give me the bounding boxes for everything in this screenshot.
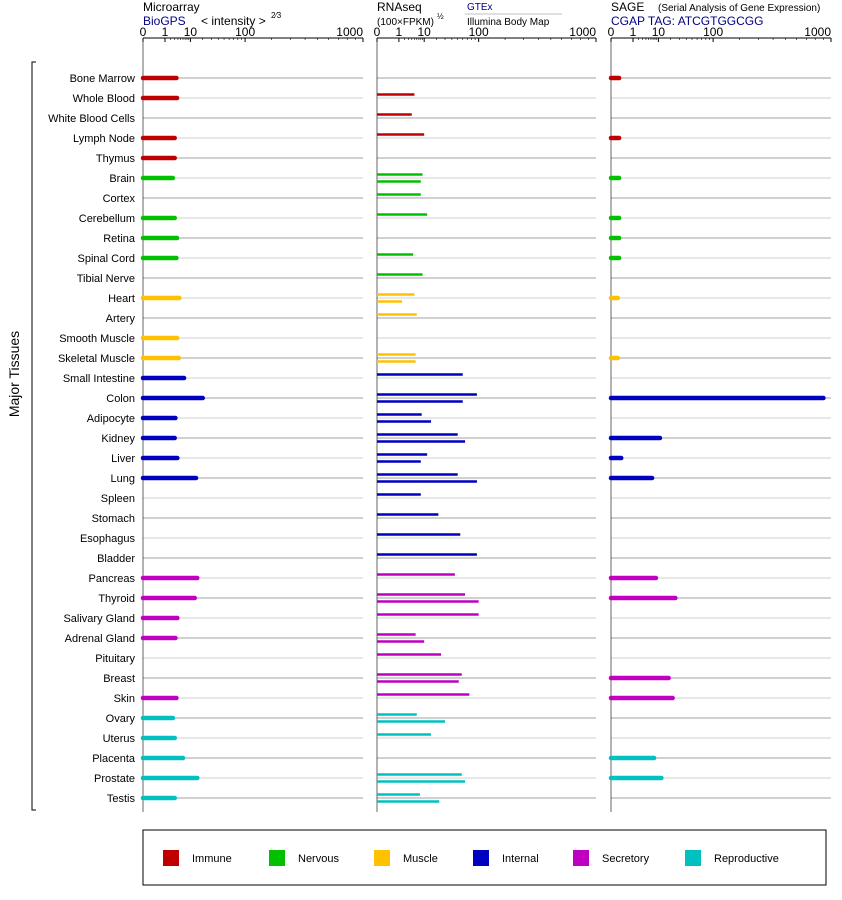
tissue-label-uterus: Uterus [103, 733, 136, 745]
microarray-title: Microarray [143, 0, 200, 14]
tissue-label-placenta: Placenta [92, 753, 136, 765]
legend-label-nervous: Nervous [298, 853, 339, 865]
legend-label-secretory: Secretory [602, 853, 650, 865]
cgap-tag-link[interactable]: CGAP TAG: ATCGTGGCGG [611, 14, 763, 28]
sage-title: SAGE [611, 0, 644, 14]
axes-layer: 0 1 10 100 1000 0 1 10 100 1000 0 1 10 100 1000 [140, 25, 832, 812]
tissue-label-stomach: Stomach [92, 513, 135, 525]
gtex-legend-label[interactable]: GTEx [467, 2, 493, 13]
tissue-label-cerebellum: Cerebellum [79, 213, 135, 225]
rnaseq-tick-label-100: 100 [469, 25, 489, 39]
microarray-tick-label-100: 100 [235, 25, 255, 39]
tissue-labels: Bone Marrow Whole Blood White Blood Cells L… [48, 73, 136, 805]
tissue-label-liver: Liver [111, 453, 135, 465]
fpkm-exponent: ½ [437, 12, 444, 21]
tissue-label-ovary: Ovary [106, 713, 136, 725]
legend-swatch-nervous [269, 850, 285, 866]
legend-swatch-secretory [573, 850, 589, 866]
sage-subtitle: (Serial Analysis of Gene Expression) [658, 3, 820, 14]
tissue-label-bladder: Bladder [97, 553, 135, 565]
tissue-label-prostate: Prostate [94, 773, 135, 785]
intensity-exponent: 2⁄3 [271, 11, 282, 20]
tissue-label-heart: Heart [108, 293, 135, 305]
sage-tick-label-0: 0 [608, 25, 615, 39]
group-legend: Immune Nervous Muscle Internal Secretory Repr… [142, 829, 827, 886]
tissue-label-pancreas: Pancreas [89, 573, 136, 585]
rnaseq-tick-label-0: 0 [374, 25, 381, 39]
biogps-link[interactable]: BioGPS [143, 14, 186, 28]
tissue-label-tibial-nerve: Tibial Nerve [77, 273, 135, 285]
microarray-tick-label-0: 0 [140, 25, 147, 39]
ibm-legend-label: Illumina Body Map [467, 17, 550, 28]
rnaseq-tick-label-1000: 1000 [569, 25, 596, 39]
tissue-label-testis: Testis [107, 793, 136, 805]
tissue-label-spleen: Spleen [101, 493, 135, 505]
legend-swatch-reproductive [685, 850, 701, 866]
legend-label-reproductive: Reproductive [714, 853, 779, 865]
tissue-label-cortex: Cortex [103, 193, 136, 205]
tissue-label-smooth-muscle: Smooth Muscle [59, 333, 135, 345]
sage-header: SAGE (Serial Analysis of Gene Expression… [611, 0, 820, 28]
tissue-label-thymus: Thymus [96, 153, 136, 165]
tissue-label-lymph-node: Lymph Node [73, 133, 135, 145]
rnaseq-header: RNAseq (100×FPKM) ½ GTEx Illumina Body M… [377, 0, 562, 28]
tissue-label-esophagus: Esophagus [80, 533, 136, 545]
tissue-label-adipocyte: Adipocyte [87, 413, 135, 425]
tissue-label-pituitary: Pituitary [95, 653, 135, 665]
tissue-label-thyroid: Thyroid [98, 593, 135, 605]
tissue-label-skin: Skin [114, 693, 135, 705]
tissue-bracket [31, 61, 36, 811]
tissue-label-brain: Brain [109, 173, 135, 185]
sage-tick-label-10: 10 [652, 25, 666, 39]
sage-tick-label-100: 100 [703, 25, 723, 39]
side-label: Major Tissues [6, 331, 22, 417]
bars-layer [140, 75, 826, 803]
fpkm-label: (100×FPKM) [377, 17, 434, 28]
tissue-label-breast: Breast [103, 673, 135, 685]
tissue-label-colon: Colon [106, 393, 135, 405]
sage-tick-label-1: 1 [630, 25, 637, 39]
tissue-label-adrenal-gland: Adrenal Gland [65, 633, 135, 645]
rnaseq-tick-label-1: 1 [396, 25, 403, 39]
tissue-label-lung: Lung [111, 473, 135, 485]
grid-layer [143, 77, 831, 799]
tissue-label-bone-marrow: Bone Marrow [70, 73, 135, 85]
sage-tick-label-1000: 1000 [804, 25, 831, 39]
legend-label-immune: Immune [192, 853, 232, 865]
microarray-tick-label-1: 1 [162, 25, 169, 39]
legend-label-internal: Internal [502, 853, 539, 865]
rnaseq-tick-label-10: 10 [418, 25, 432, 39]
microarray-tick-label-10: 10 [184, 25, 198, 39]
intensity-label: < intensity > [201, 14, 266, 28]
legend-swatch-internal [473, 850, 489, 866]
legend-label-muscle: Muscle [403, 853, 438, 865]
tissue-label-white-blood-cells: White Blood Cells [48, 113, 135, 125]
tissue-label-salivary-gland: Salivary Gland [63, 613, 135, 625]
rnaseq-title: RNAseq [377, 0, 422, 14]
microarray-header: Microarray BioGPS < intensity > 2⁄3 [143, 0, 282, 28]
tissue-label-retina: Retina [103, 233, 136, 245]
legend-swatch-immune [163, 850, 179, 866]
tissue-label-artery: Artery [106, 313, 136, 325]
tissue-label-whole-blood: Whole Blood [73, 93, 135, 105]
tissue-label-skeletal-muscle: Skeletal Muscle [58, 353, 135, 365]
tissue-label-kidney: Kidney [101, 433, 135, 445]
side-group: Major Tissues [6, 61, 36, 811]
microarray-tick-label-1000: 1000 [336, 25, 363, 39]
legend-swatch-muscle [374, 850, 390, 866]
tissue-label-spinal-cord: Spinal Cord [78, 253, 135, 265]
tissue-label-small-intestine: Small Intestine [63, 373, 135, 385]
